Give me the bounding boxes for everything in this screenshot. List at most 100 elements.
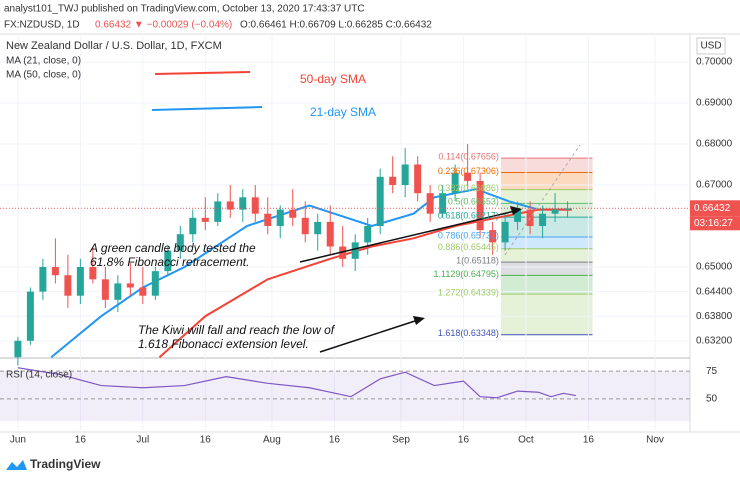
candle-body <box>314 221 322 235</box>
legend-swatch <box>151 106 263 111</box>
publisher: analyst101_TWJ published on TradingView.… <box>4 4 365 15</box>
rsi-band <box>0 371 690 422</box>
countdown: 03:16:27 <box>694 218 733 229</box>
brand: TradingView <box>30 457 101 471</box>
ohlc: O:0.66461 H:0.66709 L:0.66285 C:0.66432 <box>240 20 432 31</box>
x-tick-label: 16 <box>75 435 87 446</box>
annotation: A green candle body tested the <box>89 241 256 255</box>
x-tick-label: Oct <box>518 435 534 446</box>
price-tag <box>690 200 740 217</box>
candle-body <box>301 217 309 235</box>
y-tick-label: 0.69000 <box>696 98 733 109</box>
fib-label: 1.618(0.63348) <box>438 328 499 338</box>
candle-body <box>389 176 397 186</box>
fib-label: 1(0.65118) <box>456 256 499 266</box>
fib-label: 0.114(0.67656) <box>439 151 499 161</box>
last-price: 0.66432 <box>694 203 731 214</box>
fib-band <box>500 172 593 190</box>
indicator-label: MA (50, close, 0) <box>6 70 81 81</box>
x-tick-label: 16 <box>583 435 595 446</box>
candle-body <box>264 213 272 227</box>
candle-body <box>189 217 197 235</box>
annotation: 21-day SMA <box>310 105 376 119</box>
candle-body <box>289 209 297 218</box>
fib-label: 0.886(0.65445) <box>438 242 499 252</box>
candle-body <box>376 176 384 227</box>
candle-body <box>126 283 134 288</box>
x-tick-label: Jul <box>136 435 149 446</box>
candle-body <box>501 221 509 243</box>
x-tick-label: 16 <box>329 435 341 446</box>
annotation: 50-day SMA <box>300 72 366 86</box>
candle-body <box>164 250 172 272</box>
fib-band <box>500 237 593 249</box>
candle-body <box>101 279 109 300</box>
candle-body <box>239 197 247 210</box>
candle-body <box>14 340 22 358</box>
symbol: FX:NZDUSD, 1D <box>4 20 80 31</box>
fib-label: 0.236(0.67306) <box>438 166 499 176</box>
fib-band <box>500 294 593 335</box>
candle-body <box>276 209 284 227</box>
indicator-label: MA (21, close, 0) <box>6 56 81 67</box>
fib-label: 1.1129(0.64795) <box>434 269 499 279</box>
candle-body <box>464 172 472 181</box>
fib-band <box>500 248 593 263</box>
fib-band <box>500 217 593 238</box>
y-tick-label: 0.63200 <box>696 335 733 346</box>
x-tick-label: Sep <box>392 435 410 446</box>
legend-swatch <box>154 71 251 75</box>
candle-body <box>551 209 559 214</box>
candle-body <box>401 164 409 186</box>
rsi-line <box>17 367 577 399</box>
candle-body <box>226 201 234 210</box>
candle-body <box>339 246 347 259</box>
chart-title: New Zealand Dollar / U.S. Dollar, 1D, FX… <box>6 40 222 52</box>
arrowhead <box>510 206 522 215</box>
candle-body <box>26 291 34 341</box>
candle-body <box>414 164 422 194</box>
x-tick-label: 16 <box>458 435 470 446</box>
countdown-tag <box>690 216 740 231</box>
y-tick-label: 0.70000 <box>696 57 733 68</box>
fib-label: 0.786(0.65731) <box>438 230 499 240</box>
arrowhead <box>413 316 425 325</box>
fib-band <box>500 262 593 276</box>
projection-line <box>504 144 581 256</box>
candle-body <box>364 226 372 243</box>
logo-icon <box>6 460 27 470</box>
currency: USD <box>700 41 721 52</box>
candle-body <box>514 209 522 222</box>
y-tick-label: 0.68000 <box>696 139 733 150</box>
footer-logo <box>6 460 27 470</box>
fib-label: 0.5(0.66553) <box>448 197 499 207</box>
candle-body <box>176 234 184 251</box>
y-tick-label: 0.65000 <box>696 262 733 273</box>
plot <box>0 36 690 430</box>
x-tick-label: Nov <box>646 435 664 446</box>
x-tick-label: 16 <box>200 435 212 446</box>
fib-band <box>500 189 593 204</box>
candle-body <box>351 242 359 259</box>
candle-body <box>564 208 572 210</box>
x-tick-label: Jun <box>10 435 26 446</box>
fib-band <box>500 275 593 295</box>
candle-body <box>476 180 484 231</box>
candle-body <box>89 267 97 280</box>
arrow <box>299 210 516 263</box>
candle-body <box>539 213 547 227</box>
candle-body <box>64 275 72 296</box>
candle-body <box>426 193 434 214</box>
candle-body <box>201 217 209 222</box>
candle-body <box>439 193 447 214</box>
annotation: 61.8% Fibonacci retracement. <box>90 255 249 269</box>
candle-body <box>251 197 259 214</box>
fib-label: 1.272(0.64339) <box>438 287 499 297</box>
y-tick-label: 0.67000 <box>696 180 733 191</box>
rsi-label: RSI (14, close) <box>6 370 72 381</box>
candle-body <box>114 283 122 300</box>
rsi-tick-label: 50 <box>706 394 718 405</box>
candle-body <box>214 201 222 222</box>
candle-body <box>151 271 159 296</box>
